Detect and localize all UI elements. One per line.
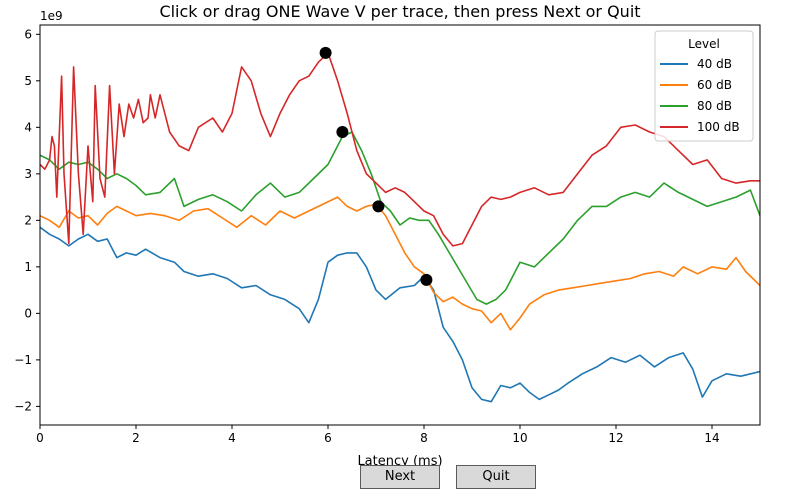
- legend-entry: 40 dB: [697, 57, 732, 71]
- chart-title: Click or drag ONE Wave V per trace, then…: [159, 2, 640, 21]
- wave-v-marker[interactable]: [372, 200, 385, 213]
- y-tick-label: 1: [24, 260, 32, 274]
- y-tick-label: −2: [14, 399, 32, 413]
- y-tick-label: 5: [24, 74, 32, 88]
- wave-v-marker[interactable]: [319, 46, 332, 59]
- y-tick-label: 0: [24, 306, 32, 320]
- y-multiplier-label: 1e9: [40, 9, 63, 23]
- quit-button[interactable]: Quit: [456, 465, 536, 489]
- trace-line-80-db: [40, 131, 760, 305]
- traces-group: [40, 52, 760, 403]
- x-tick-label: 8: [420, 431, 428, 445]
- x-tick-label: 2: [132, 431, 140, 445]
- legend-entry: 80 dB: [697, 99, 732, 113]
- legend-title: Level: [688, 37, 720, 51]
- wave-v-marker[interactable]: [420, 273, 433, 286]
- y-tick-label: 2: [24, 213, 32, 227]
- trace-line-100-db: [40, 52, 760, 247]
- x-tick-label: 0: [36, 431, 44, 445]
- trace-line-60-db: [40, 196, 760, 331]
- wave-v-marker[interactable]: [336, 125, 349, 138]
- y-tick-label: 3: [24, 167, 32, 181]
- x-tick-label: 4: [228, 431, 236, 445]
- y-tick-label: −1: [14, 353, 32, 367]
- legend: Level 40 dB 60 dB 80 dB 100 dB: [654, 30, 754, 142]
- y-tick-label: 4: [24, 120, 32, 134]
- x-tick-label: 14: [704, 431, 719, 445]
- x-tick-label: 6: [324, 431, 332, 445]
- legend-box: [654, 30, 754, 142]
- trace-line-40-db: [40, 226, 760, 403]
- legend-entry: 100 dB: [697, 120, 740, 134]
- x-tick-label: 12: [608, 431, 623, 445]
- x-tick-label: 10: [512, 431, 527, 445]
- axes-frame: [39, 24, 761, 426]
- next-button[interactable]: Next: [360, 465, 440, 489]
- legend-entry: 60 dB: [697, 78, 732, 92]
- y-tick-label: 6: [24, 27, 32, 41]
